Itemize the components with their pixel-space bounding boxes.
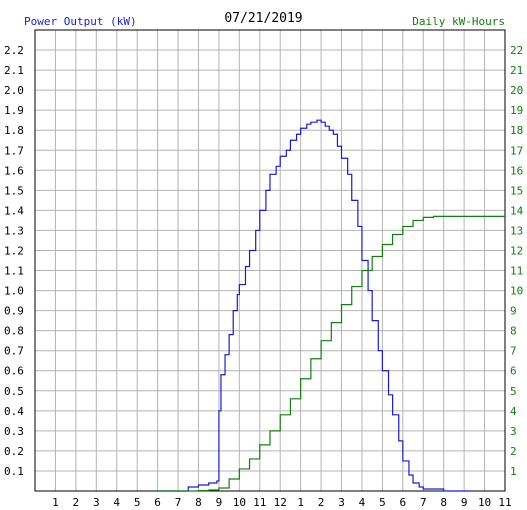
chart-title: 07/21/2019	[224, 11, 303, 26]
left-tick-label: 1.1	[4, 265, 24, 278]
x-tick-label: 4	[113, 496, 120, 509]
left-tick-label: 2.1	[4, 64, 24, 77]
right-tick-label: 15	[510, 184, 523, 197]
right-tick-label: 16	[510, 164, 523, 177]
right-tick-label: 6	[510, 365, 517, 378]
right-tick-label: 14	[510, 204, 524, 217]
right-tick-label: 22	[510, 44, 523, 57]
right-tick-label: 7	[510, 345, 517, 358]
left-tick-label: 0.2	[4, 445, 24, 458]
left-tick-label: 0.4	[4, 405, 24, 418]
left-tick-label: 2.2	[4, 44, 24, 57]
right-tick-label: 10	[510, 285, 523, 298]
x-tick-label: 8	[195, 496, 202, 509]
right-tick-label: 19	[510, 104, 523, 117]
right-tick-label: 11	[510, 265, 523, 278]
x-tick-label: 9	[461, 496, 468, 509]
left-tick-label: 0.3	[4, 425, 24, 438]
x-tick-label: 7	[175, 496, 182, 509]
left-tick-label: 1.4	[4, 204, 24, 217]
x-tick-label: 4	[359, 496, 366, 509]
right-axis-label: Daily kW-Hours	[412, 15, 505, 28]
left-tick-label: 1.6	[4, 164, 24, 177]
left-tick-label: 1.2	[4, 244, 24, 257]
x-tick-label: 1	[297, 496, 304, 509]
series-line-daily-kwh	[157, 215, 505, 492]
x-tick-label: 12	[274, 496, 287, 509]
left-tick-label: 1.0	[4, 285, 24, 298]
left-tick-label: 1.9	[4, 104, 24, 117]
left-tick-label: 1.8	[4, 124, 24, 137]
right-tick-label: 8	[510, 325, 517, 338]
right-tick-label: 1	[510, 465, 517, 478]
right-tick-label: 5	[510, 385, 517, 398]
left-tick-label: 0.6	[4, 365, 24, 378]
right-tick-label: 18	[510, 124, 523, 137]
right-tick-label: 9	[510, 305, 517, 318]
x-tick-label: 11	[253, 496, 266, 509]
left-tick-label: 1.3	[4, 224, 24, 237]
x-tick-label: 10	[478, 496, 491, 509]
x-tick-label: 8	[440, 496, 447, 509]
left-tick-label: 0.8	[4, 325, 24, 338]
right-tick-label: 13	[510, 224, 523, 237]
left-tick-label: 0.9	[4, 305, 24, 318]
x-tick-label: 5	[379, 496, 386, 509]
x-tick-label: 3	[338, 496, 345, 509]
x-tick-label: 2	[318, 496, 325, 509]
x-tick-label: 6	[154, 496, 161, 509]
right-tick-label: 3	[510, 425, 517, 438]
left-tick-label: 1.7	[4, 144, 24, 157]
left-tick-label: 0.5	[4, 385, 24, 398]
right-tick-label: 12	[510, 244, 523, 257]
left-tick-label: 1.5	[4, 184, 24, 197]
x-tick-label: 10	[233, 496, 246, 509]
right-tick-label: 20	[510, 84, 523, 97]
x-tick-label: 2	[73, 496, 80, 509]
x-tick-label: 5	[134, 496, 141, 509]
series-line-power-output	[157, 119, 475, 492]
x-tick-label: 6	[400, 496, 407, 509]
x-tick-label: 1	[52, 496, 59, 509]
x-tick-label: 3	[93, 496, 100, 509]
plot-frame	[34, 29, 506, 492]
right-tick-label: 2	[510, 445, 517, 458]
x-tick-label: 7	[420, 496, 427, 509]
x-tick-label: 11	[498, 496, 511, 509]
left-tick-label: 2.0	[4, 84, 24, 97]
right-tick-label: 17	[510, 144, 523, 157]
right-tick-label: 21	[510, 64, 523, 77]
left-axis-label: Power Output (kW)	[24, 15, 137, 28]
right-tick-label: 4	[510, 405, 517, 418]
x-tick-label: 9	[216, 496, 223, 509]
left-tick-label: 0.1	[4, 465, 24, 478]
left-tick-label: 0.7	[4, 345, 24, 358]
